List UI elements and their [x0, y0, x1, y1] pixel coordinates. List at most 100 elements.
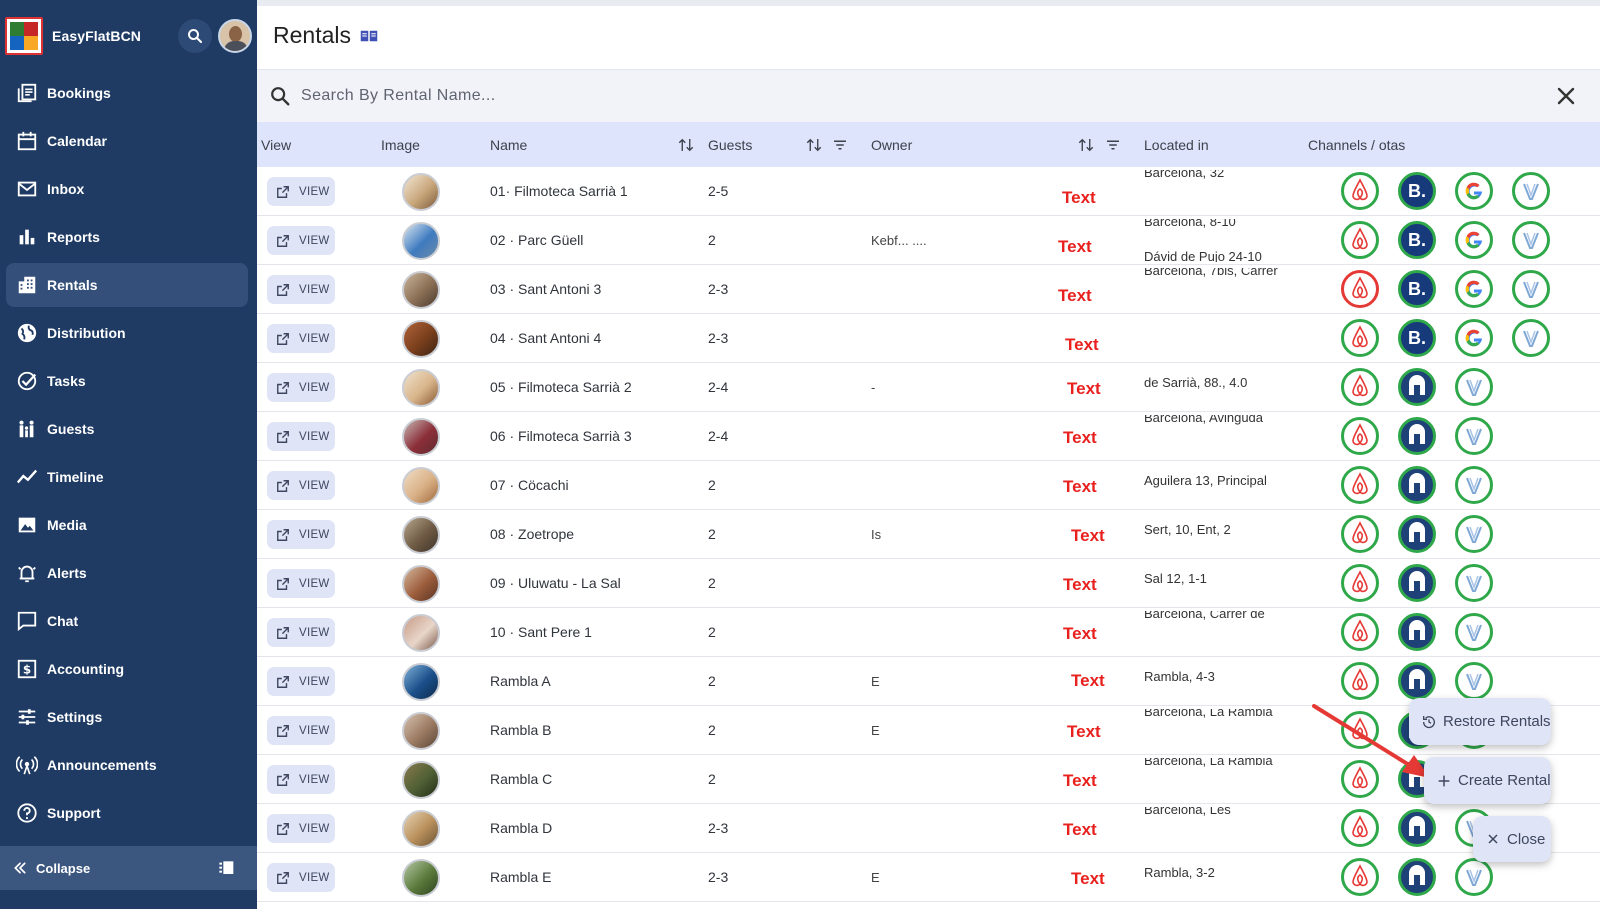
table-row[interactable]: VIEW Rambla D 2-3 Text Barcelona, Les: [257, 804, 1600, 853]
view-button[interactable]: VIEW: [267, 667, 335, 696]
sidebar-item-settings[interactable]: Settings: [6, 695, 248, 739]
avatar[interactable]: [218, 19, 252, 53]
table-row[interactable]: VIEW 07 · Cöcachi 2 Text Aguilera 13, Princi…: [257, 461, 1600, 510]
channel-airbnb-icon[interactable]: [1341, 417, 1379, 455]
view-button[interactable]: VIEW: [267, 275, 335, 304]
channel-vrbo-icon[interactable]: [1455, 858, 1493, 896]
sidebar-item-media[interactable]: Media: [6, 503, 248, 547]
channel-airbnb-icon[interactable]: [1341, 662, 1379, 700]
view-button[interactable]: VIEW: [267, 471, 335, 500]
channel-booking-icon[interactable]: B.: [1398, 319, 1436, 357]
channel-airbnb-icon[interactable]: [1341, 760, 1379, 798]
filter-icon[interactable]: [831, 122, 849, 167]
channel-booking-icon[interactable]: B.: [1398, 221, 1436, 259]
close-icon[interactable]: [1554, 84, 1578, 108]
column-header-name[interactable]: Name: [490, 136, 528, 153]
sidebar-item-tasks[interactable]: Tasks: [6, 359, 248, 403]
channel-airbnb-icon[interactable]: [1341, 613, 1379, 651]
channel-home-icon[interactable]: [1398, 417, 1436, 455]
table-row[interactable]: VIEW 08 · Zoetrope 2 Is Text Sert, 10, Ent, 2: [257, 510, 1600, 559]
channel-booking-icon[interactable]: B.: [1398, 172, 1436, 210]
channel-airbnb-icon[interactable]: [1341, 319, 1379, 357]
table-row[interactable]: VIEW 01· Filmoteca Sarrià 1 2-5 Text Barcelo…: [257, 167, 1600, 216]
channel-home-icon[interactable]: [1398, 368, 1436, 406]
sidebar-item-announcements[interactable]: Announcements: [6, 743, 248, 787]
channel-google-icon[interactable]: [1455, 270, 1493, 308]
sidebar-item-guests[interactable]: Guests: [6, 407, 248, 451]
channel-airbnb-icon[interactable]: [1341, 809, 1379, 847]
sidebar-toggle-icon[interactable]: [217, 860, 235, 876]
channel-vrbo-icon[interactable]: [1455, 515, 1493, 553]
sidebar-item-calendar[interactable]: Calendar: [6, 119, 248, 163]
view-button[interactable]: VIEW: [267, 618, 335, 647]
sidebar-item-accounting[interactable]: $ Accounting: [6, 647, 248, 691]
view-button[interactable]: VIEW: [267, 765, 335, 794]
brand-logo[interactable]: [5, 17, 43, 55]
channel-home-icon[interactable]: [1398, 564, 1436, 602]
channel-airbnb-icon[interactable]: [1341, 221, 1379, 259]
sidebar-item-inbox[interactable]: Inbox: [6, 167, 248, 211]
column-header-owner[interactable]: Owner: [871, 136, 913, 153]
view-button[interactable]: VIEW: [267, 814, 335, 843]
channel-vrbo-icon[interactable]: [1455, 564, 1493, 602]
channel-google-icon[interactable]: [1455, 319, 1493, 357]
sort-icon[interactable]: [677, 122, 695, 167]
column-header-guests[interactable]: Guests: [708, 136, 753, 153]
view-button[interactable]: VIEW: [267, 716, 335, 745]
channel-booking-icon[interactable]: B.: [1398, 270, 1436, 308]
channel-vrbo-icon[interactable]: [1512, 221, 1550, 259]
channel-google-icon[interactable]: [1455, 172, 1493, 210]
channel-home-icon[interactable]: [1398, 662, 1436, 700]
channel-airbnb-icon[interactable]: [1341, 172, 1379, 210]
search-input[interactable]: [301, 87, 1554, 105]
view-button[interactable]: VIEW: [267, 226, 335, 255]
view-button[interactable]: VIEW: [267, 422, 335, 451]
collapse-button[interactable]: Collapse: [0, 846, 257, 890]
restore-rentals-button[interactable]: Restore Rentals: [1409, 698, 1551, 745]
sort-icon[interactable]: [805, 122, 823, 167]
channel-airbnb-icon[interactable]: [1341, 270, 1379, 308]
table-row[interactable]: VIEW Rambla A 2 E Text Rambla, 4-3: [257, 657, 1600, 706]
channel-vrbo-icon[interactable]: [1455, 662, 1493, 700]
channel-home-icon[interactable]: [1398, 466, 1436, 504]
channel-vrbo-icon[interactable]: [1455, 466, 1493, 504]
channel-home-icon[interactable]: [1398, 515, 1436, 553]
channel-vrbo-icon[interactable]: [1455, 368, 1493, 406]
sidebar-item-distribution[interactable]: Distribution: [6, 311, 248, 355]
view-button[interactable]: VIEW: [267, 863, 335, 892]
sidebar-item-timeline[interactable]: Timeline: [6, 455, 248, 499]
sort-icon[interactable]: [1077, 122, 1095, 167]
table-row[interactable]: VIEW 02 · Parc Güell 2 Kebf... .... Text Barc…: [257, 216, 1600, 265]
channel-vrbo-icon[interactable]: [1455, 613, 1493, 651]
view-button[interactable]: VIEW: [267, 373, 335, 402]
channel-airbnb-icon[interactable]: [1341, 368, 1379, 406]
channel-vrbo-icon[interactable]: [1512, 172, 1550, 210]
book-icon[interactable]: [360, 29, 378, 43]
table-row[interactable]: VIEW 04 · Sant Antoni 4 2-3 Text B.: [257, 314, 1600, 363]
channel-home-icon[interactable]: [1398, 858, 1436, 896]
search-icon[interactable]: [178, 19, 212, 53]
channel-airbnb-icon[interactable]: [1341, 466, 1379, 504]
sidebar-item-bookings[interactable]: Bookings: [6, 71, 248, 115]
sidebar-item-rentals[interactable]: Rentals: [6, 263, 248, 307]
sidebar-item-chat[interactable]: Chat: [6, 599, 248, 643]
sidebar-item-alerts[interactable]: Alerts: [6, 551, 248, 595]
table-row[interactable]: VIEW 06 · Filmoteca Sarrià 3 2-4 Text Barcel…: [257, 412, 1600, 461]
view-button[interactable]: VIEW: [267, 569, 335, 598]
view-button[interactable]: VIEW: [267, 177, 335, 206]
create-rental-button[interactable]: Create Rental: [1424, 757, 1551, 804]
channel-home-icon[interactable]: [1398, 613, 1436, 651]
channel-vrbo-icon[interactable]: [1512, 270, 1550, 308]
view-button[interactable]: VIEW: [267, 324, 335, 353]
table-row[interactable]: VIEW 05 · Filmoteca Sarrià 2 2-4 - Text de Sa…: [257, 363, 1600, 412]
channel-airbnb-icon[interactable]: [1341, 858, 1379, 896]
view-button[interactable]: VIEW: [267, 520, 335, 549]
table-row[interactable]: VIEW Rambla E 2-3 E Text Rambla, 3-2: [257, 853, 1600, 902]
channel-airbnb-icon[interactable]: [1341, 515, 1379, 553]
sidebar-item-support[interactable]: Support: [6, 791, 248, 835]
channel-vrbo-icon[interactable]: [1455, 417, 1493, 455]
filter-icon[interactable]: [1104, 122, 1122, 167]
close-speed-dial-button[interactable]: Close: [1473, 816, 1551, 862]
channel-vrbo-icon[interactable]: [1512, 319, 1550, 357]
table-row[interactable]: VIEW 10 · Sant Pere 1 2 Text Barcelona, Carr…: [257, 608, 1600, 657]
